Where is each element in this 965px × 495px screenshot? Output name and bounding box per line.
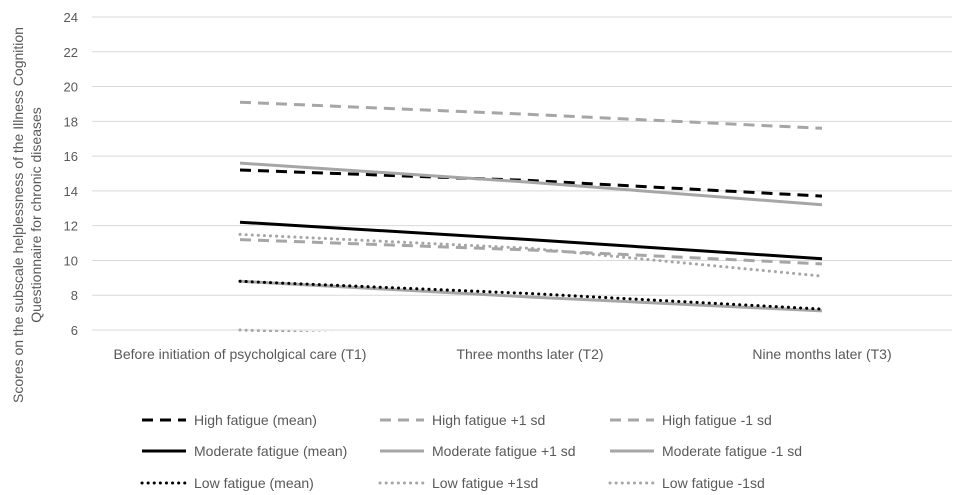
legend-label: High fatigue +1 sd [432,412,545,428]
x-tick-label: Three months later (T2) [456,346,603,362]
legend: High fatigue (mean) High fatigue +1 sd Hig… [140,412,802,491]
series-line-7 [238,232,824,278]
series-line-3 [239,220,823,261]
y-tick-label: 8 [71,288,78,303]
y-tick-labels: 6 8 10 12 14 16 18 20 22 24 [64,10,78,338]
legend-label: Low fatigue (mean) [194,475,314,491]
series-line-0 [239,168,823,198]
y-tick-label: 24 [64,10,78,25]
y-tick-label: 18 [64,114,78,129]
legend-label: Low fatigue +1sd [432,475,538,491]
series-line-5 [239,279,823,313]
series-line-2 [239,238,823,266]
legend-label: High fatigue -1 sd [662,412,772,428]
y-tick-label: 6 [71,323,78,338]
x-tick-label: Before initiation of psycholgical care (… [114,346,367,362]
gridlines [92,16,952,331]
legend-label: Low fatigue -1sd [662,475,765,491]
legend-label: High fatigue (mean) [194,412,317,428]
x-tick-labels: Before initiation of psycholgical care (… [114,346,892,362]
y-tick-label: 14 [64,184,78,199]
series-line-4 [239,161,823,207]
y-tick-label: 12 [64,219,78,234]
y-tick-label: 22 [64,45,78,60]
legend-label: Moderate fatigue (mean) [194,443,347,459]
series-lines [238,100,824,332]
y-tick-label: 20 [64,80,78,95]
legend-label: Moderate fatigue -1 sd [662,443,802,459]
series-line-1 [239,100,823,130]
series-line-6 [238,279,824,311]
y-axis-label-line: Scores on the subscale helplessness of t… [10,27,26,403]
y-tick-label: 16 [64,149,78,164]
y-axis-label: Scores on the subscale helplessness of t… [10,27,44,403]
y-axis-label-line: Questionnaire for chronic diseases [28,107,44,323]
y-tick-label: 10 [64,253,78,268]
x-tick-label: Nine months later (T3) [752,346,891,362]
legend-label: Moderate fatigue +1 sd [432,443,576,459]
